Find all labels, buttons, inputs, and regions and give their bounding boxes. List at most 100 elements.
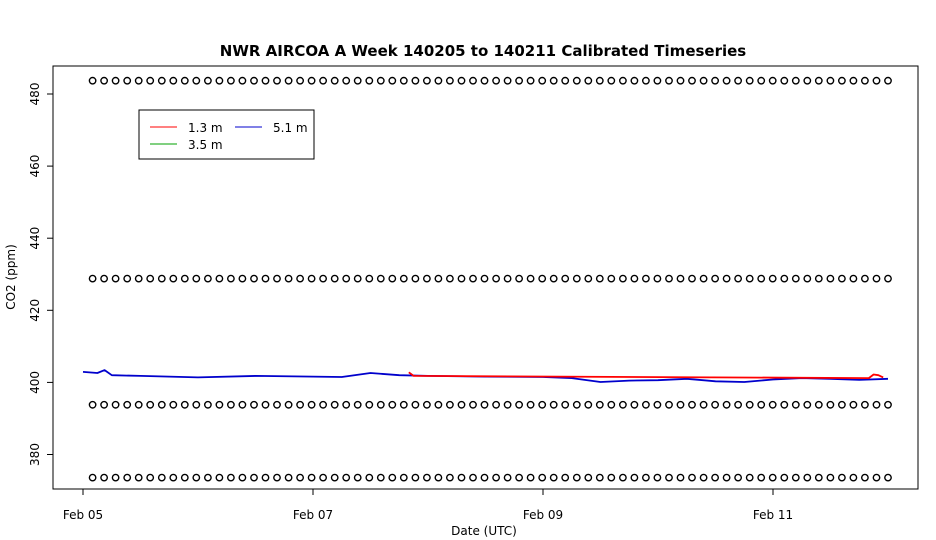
- reference-circle: [757, 400, 766, 409]
- reference-circle: [434, 76, 443, 85]
- reference-circle: [330, 76, 339, 85]
- reference-circle: [515, 274, 523, 283]
- reference-circle: [653, 274, 662, 283]
- legend-label: 5.1 m: [273, 121, 308, 135]
- reference-circle: [250, 473, 258, 482]
- reference-circle: [595, 274, 604, 283]
- reference-circle: [734, 400, 742, 409]
- reference-circle: [319, 400, 327, 409]
- reference-circle: [503, 473, 512, 482]
- reference-circle: [123, 473, 132, 482]
- y-axis-label: CO2 (ppm): [4, 244, 18, 310]
- reference-circle: [169, 400, 178, 409]
- reference-circle: [607, 473, 616, 482]
- reference-circle: [492, 76, 500, 85]
- reference-row: [88, 473, 892, 482]
- reference-circle: [123, 274, 132, 283]
- reference-circle: [146, 274, 155, 283]
- reference-circle: [134, 473, 143, 482]
- legend-label: 3.5 m: [188, 138, 223, 152]
- reference-circle: [261, 76, 270, 85]
- reference-circle: [353, 274, 362, 283]
- reference-circle: [422, 473, 431, 482]
- reference-circle: [699, 274, 708, 283]
- reference-circle: [584, 76, 593, 85]
- reference-circle: [157, 76, 166, 85]
- reference-circle: [595, 76, 604, 85]
- reference-circle: [561, 473, 570, 482]
- reference-circle: [457, 76, 466, 85]
- reference-circle: [526, 400, 535, 409]
- reference-circle: [342, 274, 351, 283]
- reference-circle: [284, 274, 293, 283]
- reference-circle: [757, 274, 766, 283]
- reference-circle: [457, 400, 466, 409]
- reference-circle: [814, 274, 823, 283]
- series-line-1-3-m: [408, 371, 884, 379]
- reference-circle: [653, 76, 662, 85]
- reference-circle: [734, 473, 742, 482]
- reference-row: [88, 400, 892, 409]
- reference-circle: [699, 76, 708, 85]
- x-tick-label: Feb 09: [523, 508, 563, 522]
- reference-circle: [665, 473, 673, 482]
- reference-circle: [722, 473, 731, 482]
- reference-circle: [111, 76, 120, 85]
- reference-circle: [192, 76, 201, 85]
- reference-circle: [422, 76, 431, 85]
- reference-circle: [688, 76, 696, 85]
- reference-circle: [146, 473, 155, 482]
- reference-circle: [169, 473, 178, 482]
- reference-circle: [192, 400, 201, 409]
- reference-circle: [872, 473, 881, 482]
- reference-circle: [584, 400, 593, 409]
- y-tick-label: 420: [28, 299, 42, 322]
- reference-circle: [711, 76, 719, 85]
- reference-circle: [526, 76, 535, 85]
- reference-circle: [319, 76, 327, 85]
- reference-circle: [642, 473, 650, 482]
- reference-circle: [376, 76, 385, 85]
- reference-circle: [319, 473, 327, 482]
- reference-circle: [388, 76, 397, 85]
- reference-circle: [607, 274, 616, 283]
- reference-circle: [146, 400, 155, 409]
- reference-circle: [734, 76, 742, 85]
- y-tick-label: 380: [28, 443, 42, 466]
- reference-circle: [711, 400, 719, 409]
- reference-circle: [872, 76, 881, 85]
- reference-circle: [526, 274, 535, 283]
- reference-circle: [365, 76, 374, 85]
- reference-circle: [169, 274, 178, 283]
- reference-row: [88, 274, 892, 283]
- reference-circle: [480, 76, 489, 85]
- reference-circle: [330, 274, 339, 283]
- reference-circle: [88, 400, 97, 409]
- reference-circle: [134, 76, 143, 85]
- reference-circle: [445, 76, 454, 85]
- reference-circle: [872, 400, 881, 409]
- reference-circle: [607, 400, 616, 409]
- reference-circle: [814, 473, 823, 482]
- reference-circle: [100, 76, 109, 85]
- reference-circle: [388, 400, 397, 409]
- reference-circle: [676, 400, 685, 409]
- reference-circle: [653, 400, 662, 409]
- reference-circle: [838, 274, 846, 283]
- x-tick-label: Feb 05: [63, 508, 103, 522]
- reference-circle: [192, 473, 201, 482]
- reference-circle: [803, 400, 812, 409]
- reference-circle: [250, 76, 258, 85]
- reference-circle: [422, 274, 431, 283]
- reference-circle: [226, 76, 235, 85]
- reference-circle: [549, 274, 558, 283]
- reference-circle: [457, 473, 466, 482]
- reference-circle: [630, 76, 639, 85]
- reference-circle: [88, 473, 97, 482]
- reference-circle: [180, 473, 189, 482]
- reference-circle: [872, 274, 881, 283]
- reference-circle: [284, 400, 293, 409]
- reference-circle: [353, 76, 362, 85]
- reference-circle: [250, 274, 258, 283]
- reference-circle: [273, 473, 281, 482]
